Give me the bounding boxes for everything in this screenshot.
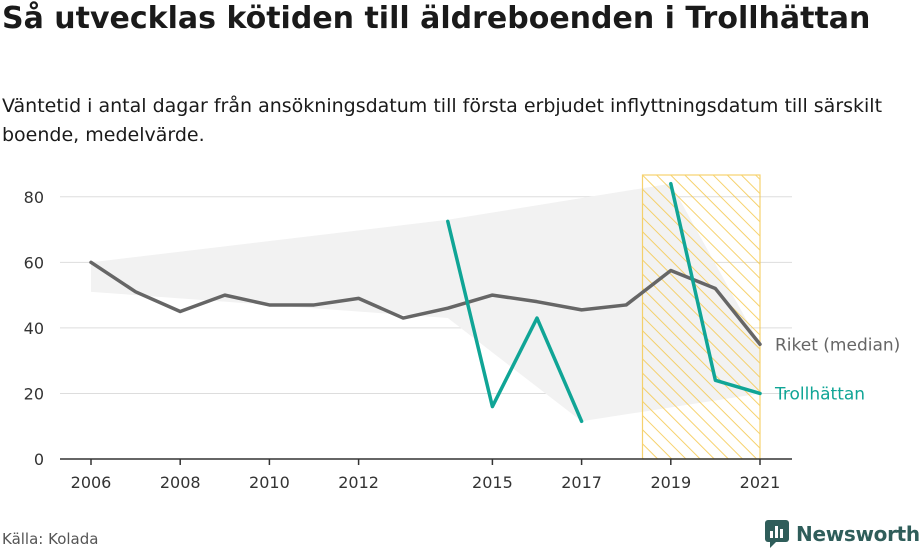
series-labels: Riket (median) Trollhättan bbox=[774, 335, 900, 404]
chart-title: Så utvecklas kötiden till äldreboenden i… bbox=[2, 1, 871, 36]
y-tick-label: 60 bbox=[24, 253, 44, 272]
x-tick-label: 2017 bbox=[561, 473, 602, 492]
source-note: Källa: Kolada bbox=[2, 530, 99, 548]
brand-logo: Newsworthy bbox=[764, 518, 920, 550]
range-band bbox=[91, 183, 760, 422]
y-tick-label: 80 bbox=[24, 188, 44, 207]
chart-subtitle: Väntetid i antal dagar från ansökningsda… bbox=[2, 95, 883, 146]
series-label-0: Riket (median) bbox=[775, 335, 900, 355]
brand-name: Newsworthy bbox=[796, 522, 920, 546]
y-tick-label: 0 bbox=[34, 450, 44, 469]
newsworthy-logo-icon bbox=[765, 520, 789, 548]
series-label-1: Trollhättan bbox=[774, 384, 865, 404]
series-line-1 bbox=[446, 219, 584, 424]
series-lines bbox=[89, 181, 762, 424]
series-line-0 bbox=[89, 260, 762, 347]
range-band-area bbox=[91, 183, 760, 422]
y-tick-label: 40 bbox=[24, 319, 44, 338]
series-line-1 bbox=[669, 181, 762, 396]
x-tick-label: 2021 bbox=[740, 473, 781, 492]
x-tick-label: 2006 bbox=[71, 473, 112, 492]
x-tick-label: 2015 bbox=[472, 473, 513, 492]
x-tick-label: 2008 bbox=[160, 473, 201, 492]
x-tick-label: 2012 bbox=[338, 473, 379, 492]
x-tick-label: 2010 bbox=[249, 473, 290, 492]
axes: 0 20 40 60 80 2006 2008 2010 2012 2015 2017 2019 202… bbox=[24, 188, 792, 492]
x-tick-label: 2019 bbox=[650, 473, 691, 492]
y-tick-label: 20 bbox=[24, 384, 44, 403]
